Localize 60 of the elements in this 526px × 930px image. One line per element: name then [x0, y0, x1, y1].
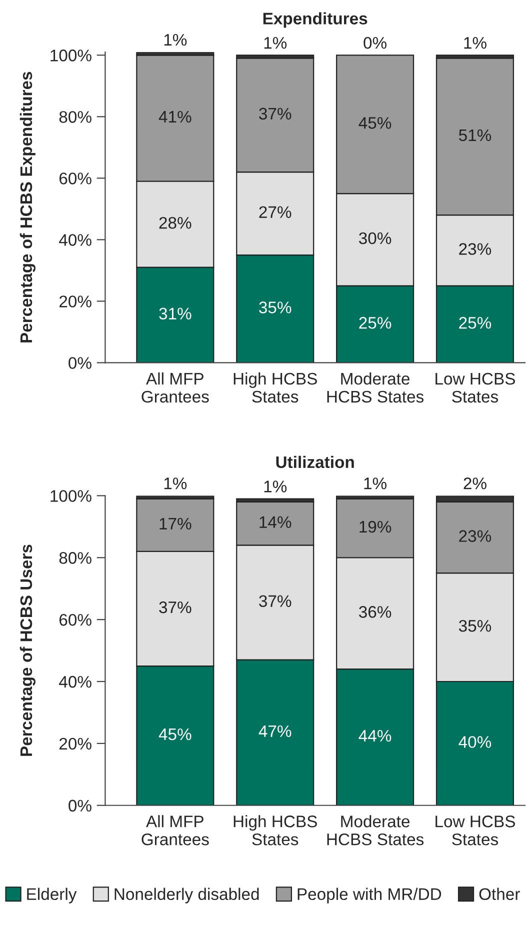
data-label: 47% — [258, 725, 292, 738]
data-label: 41% — [158, 110, 192, 123]
data-label: 45% — [158, 728, 192, 740]
x-tick-label: High HCBS States — [234, 372, 317, 403]
data-label: 31% — [159, 308, 192, 320]
data-label: 36% — [358, 606, 392, 618]
x-tick-label: Moderate HCBS States — [327, 372, 424, 403]
data-label: 19% — [360, 520, 392, 533]
data-label: 1% — [264, 480, 287, 492]
chart-title: Utilization — [276, 456, 354, 468]
data-label: 23% — [459, 530, 492, 542]
data-label: 1% — [464, 37, 486, 49]
data-label: 37% — [259, 108, 292, 120]
legend-label: Nonelderly disabled — [114, 888, 259, 904]
y-tick-label: 100% — [50, 50, 92, 62]
data-label: 0% — [364, 36, 386, 49]
data-label: 35% — [458, 620, 492, 632]
data-label: 17% — [160, 518, 192, 530]
data-label: 27% — [259, 206, 292, 218]
chart-title: Expenditures — [263, 12, 368, 28]
data-label: 1% — [164, 478, 187, 490]
y-tick-label: 80% — [59, 552, 92, 564]
y-tick-label: 20% — [59, 738, 92, 750]
data-label: 44% — [358, 730, 392, 742]
legend-label: People with MR/DD — [298, 888, 442, 904]
data-label: 35% — [259, 302, 292, 314]
data-label: 28% — [159, 216, 192, 229]
y-tick-label: 0% — [68, 800, 92, 812]
y-tick-label: 60% — [59, 172, 92, 184]
data-label: 14% — [260, 516, 292, 528]
y-tick-label: 60% — [59, 614, 92, 626]
y-tick-label: 80% — [59, 111, 92, 123]
data-label: 37% — [259, 595, 292, 608]
data-label: 30% — [358, 232, 392, 244]
y-tick-label: 20% — [59, 296, 92, 308]
data-label: 25% — [459, 316, 492, 329]
data-label: 1% — [264, 37, 287, 49]
y-axis-title: Percentage of HCBS Users — [20, 544, 36, 756]
y-tick-label: 100% — [50, 490, 92, 502]
data-label: 40% — [458, 736, 492, 748]
x-tick-label: All MFP Grantees — [142, 372, 209, 403]
data-label: 23% — [459, 243, 492, 255]
data-label: 37% — [159, 601, 192, 614]
x-tick-label: All MFP Grantees — [142, 815, 209, 846]
y-tick-label: 40% — [59, 676, 92, 688]
x-tick-label: Low HCBS States — [436, 372, 515, 403]
y-tick-label: 0% — [68, 357, 92, 369]
y-tick-label: 40% — [59, 234, 92, 246]
legend-label: Elderly — [27, 888, 77, 904]
data-label: 2% — [464, 477, 486, 490]
x-tick-label: High HCBS States — [234, 815, 317, 846]
x-tick-label: Moderate HCBS States — [327, 815, 424, 846]
data-label: 1% — [364, 478, 386, 490]
y-axis-title: Percentage of HCBS Expenditures — [20, 72, 36, 342]
data-label: 45% — [358, 117, 392, 129]
data-label: 51% — [458, 129, 492, 142]
x-tick-label: Low HCBS States — [436, 816, 515, 846]
data-label: 1% — [164, 34, 187, 46]
data-label: 25% — [359, 316, 392, 329]
legend-label: Other — [479, 888, 520, 900]
